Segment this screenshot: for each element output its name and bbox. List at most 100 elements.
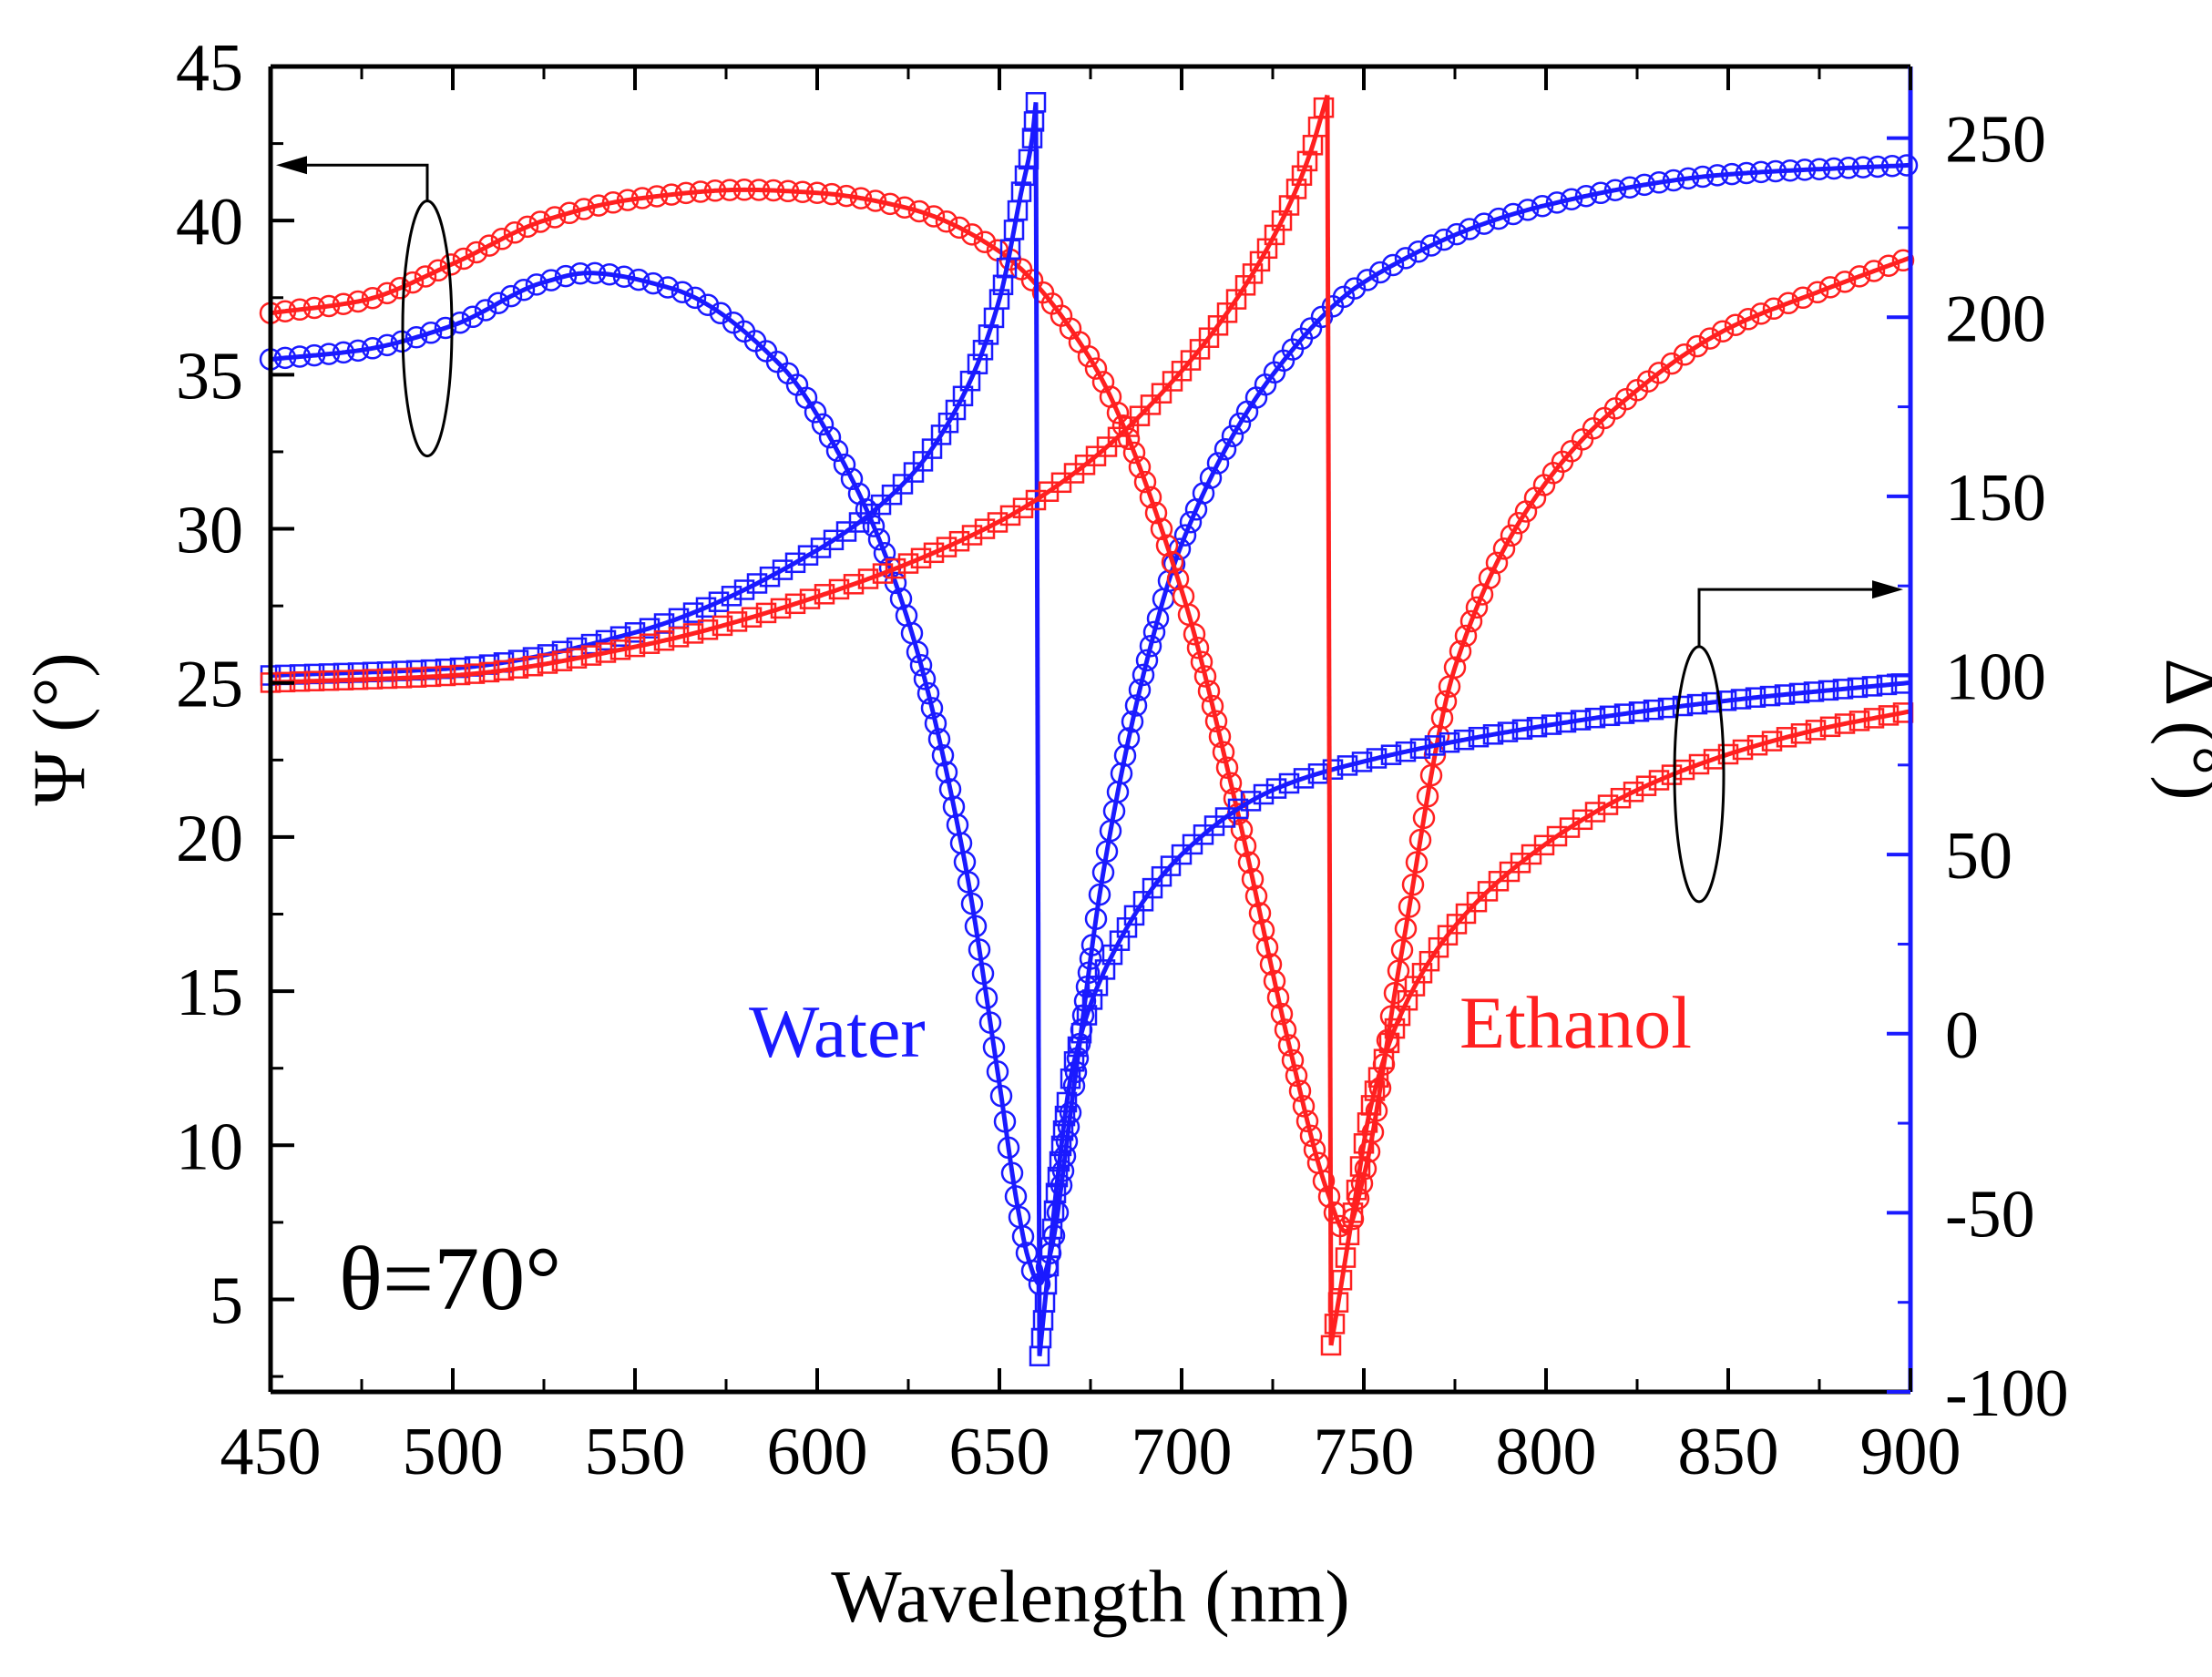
square-marker — [1129, 405, 1151, 426]
circle-marker — [477, 234, 501, 257]
square-marker — [1776, 727, 1797, 748]
circle-marker — [671, 281, 694, 303]
square-marker — [1324, 1314, 1346, 1334]
square-marker — [1686, 693, 1708, 715]
square-marker — [857, 568, 879, 589]
circle-marker — [907, 199, 931, 223]
circle-marker — [1221, 424, 1244, 447]
circle-marker — [375, 281, 399, 305]
axes-layer: 450 500 550 600 650 700 750 800 850 9005101520253… — [176, 31, 2069, 1489]
square-marker — [1847, 677, 1869, 699]
circle-marker — [1851, 156, 1875, 179]
circle-marker — [1507, 512, 1531, 535]
square-marker — [881, 484, 903, 506]
square-marker — [936, 537, 958, 557]
square-marker — [1107, 426, 1129, 448]
circle-marker — [474, 299, 497, 322]
y-right-tick-label: -100 — [1945, 1356, 2069, 1431]
circle-marker — [1618, 176, 1642, 199]
square-marker — [522, 655, 544, 677]
square-marker — [1774, 684, 1796, 705]
square-marker — [1349, 1156, 1371, 1177]
square-marker — [1570, 710, 1592, 731]
circle-marker — [1394, 917, 1418, 940]
circle-marker — [935, 761, 958, 783]
square-marker — [1599, 705, 1621, 727]
square-marker — [726, 611, 748, 632]
circle-marker — [1142, 620, 1166, 644]
y-left-tick-label: 5 — [210, 1263, 243, 1338]
circle-marker — [1398, 895, 1421, 918]
square-marker — [755, 602, 777, 624]
square-marker — [1373, 1048, 1395, 1069]
circle-marker — [696, 293, 720, 316]
markers-water — [259, 154, 1919, 1295]
circle-marker — [558, 201, 581, 225]
square-marker — [843, 574, 865, 595]
circle-marker — [1350, 1171, 1374, 1195]
circle-marker — [1186, 636, 1210, 660]
square-marker — [988, 289, 1010, 310]
circle-marker — [490, 228, 514, 251]
circle-marker — [924, 711, 947, 735]
circle-marker — [1705, 164, 1729, 187]
square-marker — [1360, 1095, 1382, 1116]
square-marker — [624, 636, 646, 658]
circle-marker — [909, 654, 933, 677]
square-marker — [972, 340, 994, 361]
circle-marker — [1215, 756, 1239, 779]
circle-marker — [405, 326, 428, 349]
circle-marker — [1720, 162, 1744, 186]
circle-marker — [864, 189, 887, 212]
square-marker — [1834, 713, 1856, 734]
y-right-axis-title: Δ (°) — [2150, 658, 2212, 800]
series-ethanol — [259, 179, 1915, 1238]
square-marker — [1730, 689, 1752, 710]
square-marker — [1118, 416, 1140, 437]
circle-marker — [1589, 181, 1613, 205]
circle-marker — [1199, 466, 1223, 489]
circle-marker — [1472, 212, 1496, 235]
square-marker — [1293, 768, 1315, 789]
square-marker — [1378, 1032, 1400, 1054]
square-marker — [507, 658, 529, 679]
square-marker — [1014, 165, 1036, 187]
circle-marker — [627, 268, 650, 291]
circle-marker — [1255, 936, 1279, 959]
x-tick-label: 800 — [1496, 1415, 1597, 1489]
circle-marker — [1150, 517, 1173, 541]
square-marker — [1439, 731, 1460, 753]
square-marker — [974, 518, 996, 539]
circle-marker — [1354, 1157, 1377, 1181]
square-marker — [1336, 755, 1358, 776]
square-marker — [772, 559, 794, 580]
circle-marker — [1434, 690, 1458, 713]
circle-marker — [273, 346, 297, 370]
circle-marker — [1234, 834, 1257, 857]
square-marker — [682, 623, 704, 644]
phase-wrap-line-ethanol — [1325, 95, 1334, 1345]
square-marker — [945, 399, 967, 421]
square-marker — [1353, 1133, 1375, 1154]
circle-marker — [1603, 179, 1627, 201]
square-marker — [609, 626, 631, 647]
circle-marker — [927, 728, 951, 751]
delta-axis-arrow-line — [1697, 588, 1890, 647]
square-marker — [1351, 752, 1373, 772]
circle-marker — [512, 278, 536, 302]
square-marker — [1264, 224, 1285, 246]
circle-marker — [332, 341, 355, 364]
circle-marker — [1407, 240, 1430, 263]
circle-marker — [1749, 302, 1773, 325]
circle-marker — [913, 668, 937, 690]
circle-marker — [1285, 1064, 1308, 1088]
circle-marker — [1299, 1124, 1323, 1148]
circle-marker — [1833, 271, 1857, 293]
square-marker — [930, 424, 952, 445]
square-marker — [1265, 778, 1287, 799]
circle-marker — [1822, 157, 1846, 180]
circle-marker — [1277, 1034, 1301, 1057]
square-marker — [721, 586, 742, 607]
circle-marker — [1237, 851, 1261, 874]
